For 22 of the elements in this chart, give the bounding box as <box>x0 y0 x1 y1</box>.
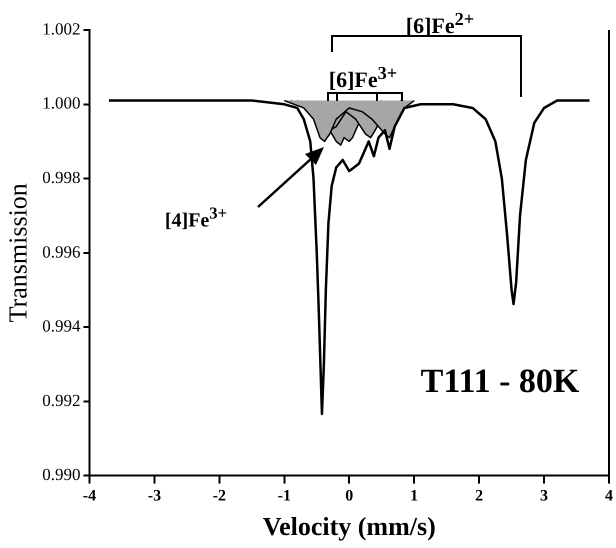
y-tick-label: 0.990 <box>42 465 80 484</box>
y-tick-label: 1.000 <box>42 94 80 113</box>
y-axis-title: Transmission <box>3 183 32 322</box>
annotation: [6]Fe$^{3+}$ <box>328 62 398 94</box>
y-tick-label: 0.996 <box>42 242 80 262</box>
y-tick-label: 1.002 <box>42 19 80 38</box>
x-tick-label: -3 <box>148 487 162 504</box>
x-tick-label: -1 <box>278 487 291 504</box>
x-tick-label: 1 <box>410 487 418 504</box>
x-tick-label: 3 <box>540 487 548 504</box>
x-tick-label: 4 <box>605 487 613 504</box>
x-tick-label: 2 <box>475 487 484 504</box>
x-axis-title: Velocity (mm/s) <box>262 512 436 542</box>
x-tick-label: -4 <box>82 487 96 504</box>
y-tick-label: 0.998 <box>42 168 80 187</box>
x-tick-label: 0 <box>345 487 354 504</box>
annotation: [6]Fe$^{2+}$ <box>406 8 474 40</box>
y-tick-label: 0.992 <box>42 390 80 410</box>
annotation: T111 - 80K <box>420 363 580 401</box>
annotation: [4]Fe$^{3+}$ <box>164 204 228 232</box>
y-tick-label: 0.994 <box>42 316 81 336</box>
x-tick-label: -2 <box>212 487 226 504</box>
